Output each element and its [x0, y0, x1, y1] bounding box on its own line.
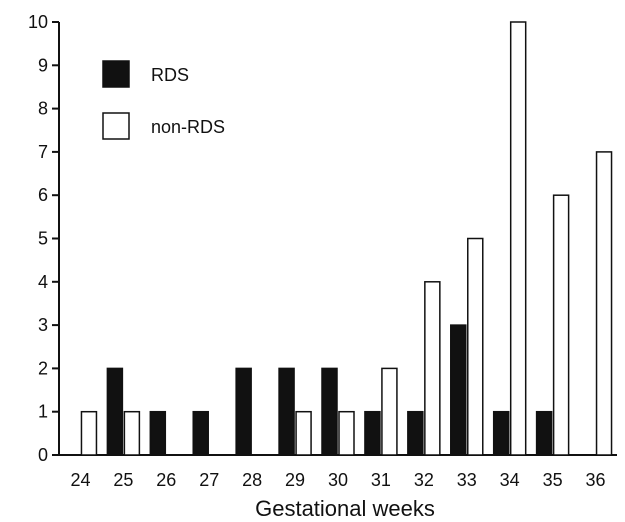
bar-non-rds-30	[338, 410, 355, 456]
bar-non-rds-35	[552, 194, 570, 456]
bar-rds-30	[321, 367, 338, 456]
x-tick-label: 36	[586, 470, 606, 490]
bar-rds-27	[192, 410, 209, 456]
y-tick-label: 3	[38, 315, 48, 335]
legend: RDS non-RDS	[102, 60, 225, 140]
bar-rds-35	[535, 410, 553, 456]
x-tick-label: 35	[543, 470, 563, 490]
x-tick-label: 34	[500, 470, 520, 490]
legend-swatch-non-rds	[102, 112, 130, 140]
bar-rds-34	[492, 410, 510, 456]
bar-rds-31	[364, 410, 381, 456]
bars	[80, 21, 613, 456]
bar-rds-26	[149, 410, 167, 456]
bar-rds-25	[106, 367, 124, 456]
bar-non-rds-34	[509, 21, 527, 456]
bar-non-rds-25	[123, 410, 141, 456]
bar-rds-33	[450, 324, 467, 456]
legend-label-rds: RDS	[151, 65, 189, 85]
x-ticks: 24 25 26 27 28 29 30 31 32 33 34 35 36	[70, 470, 605, 490]
y-tick-label: 7	[38, 142, 48, 162]
x-tick-label: 25	[113, 470, 133, 490]
bar-rds-29	[278, 367, 295, 456]
x-tick-label: 24	[70, 470, 90, 490]
x-tick-label: 30	[328, 470, 348, 490]
x-tick-label: 26	[156, 470, 176, 490]
y-tick-label: 9	[38, 55, 48, 75]
bar-non-rds-31	[381, 367, 398, 456]
y-tick-label: 1	[38, 402, 48, 422]
bar-rds-28	[235, 367, 252, 456]
y-tick-label: 4	[38, 272, 48, 292]
y-tick-label: 2	[38, 358, 48, 378]
x-tick-label: 29	[285, 470, 305, 490]
legend-swatch-rds	[102, 60, 130, 88]
bar-non-rds-24	[80, 410, 98, 456]
x-tick-label: 28	[242, 470, 262, 490]
y-ticks: 0 1 2 3 4 5 6 7 8 9 10	[28, 12, 59, 465]
x-tick-label: 33	[457, 470, 477, 490]
bar-non-rds-33	[467, 237, 484, 456]
y-tick-label: 0	[38, 445, 48, 465]
x-tick-label: 31	[371, 470, 391, 490]
y-tick-label: 6	[38, 185, 48, 205]
y-tick-label: 10	[28, 12, 48, 32]
y-tick-label: 8	[38, 99, 48, 119]
legend-label-non-rds: non-RDS	[151, 117, 225, 137]
x-axis-title: Gestational weeks	[255, 496, 435, 521]
bar-non-rds-32	[424, 281, 441, 456]
bar-non-rds-36	[595, 151, 613, 456]
bar-non-rds-29	[295, 410, 312, 456]
y-tick-label: 5	[38, 229, 48, 249]
x-tick-label: 32	[414, 470, 434, 490]
axes	[58, 22, 617, 456]
x-tick-label: 27	[199, 470, 219, 490]
bar-rds-32	[407, 410, 424, 456]
